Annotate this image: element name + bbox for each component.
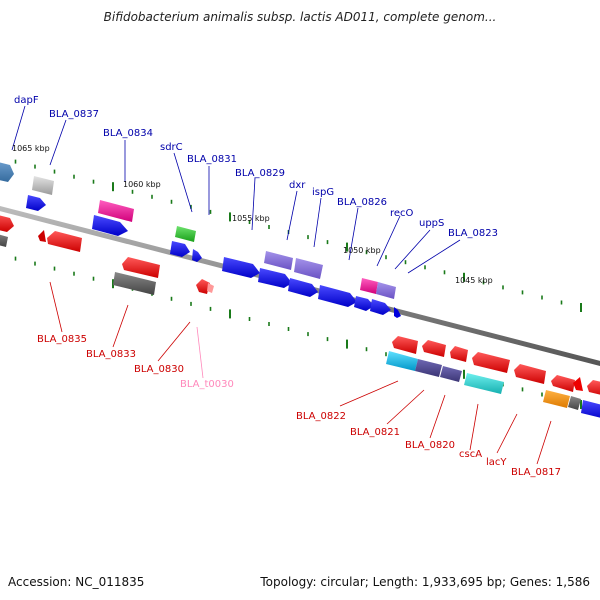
gene-BLA_0831 xyxy=(192,249,202,262)
gene-label: BLA_0831 xyxy=(187,154,237,165)
gene-BLA_0820 xyxy=(440,366,462,382)
gene-label: uppS xyxy=(419,218,444,229)
accession-text: Accession: NC_011835 xyxy=(8,575,145,589)
topology-stats: Topology: circular; Length: 1,933,695 bp… xyxy=(260,575,590,589)
gene-sdrC-lower xyxy=(170,241,190,257)
gene-left-gray xyxy=(0,234,8,247)
gene-label: cscA xyxy=(459,449,482,460)
gene-ispG xyxy=(294,258,323,279)
gene-BLA_0817-gray xyxy=(568,396,581,410)
gene-dxr xyxy=(264,251,293,270)
gene-left-small xyxy=(38,230,46,242)
gene-BLA_0834-upper xyxy=(98,200,134,222)
gene-label: BLA_0829 xyxy=(235,168,285,179)
gene-BLA_0820-upper xyxy=(450,346,468,362)
ruler-label: 1060 kbp xyxy=(123,180,161,189)
gene-BLA_0822-upper xyxy=(392,336,418,354)
gene-BLA_0829 xyxy=(222,257,260,278)
gene-BLA_0821-upper xyxy=(422,340,446,357)
gene-sdrC xyxy=(175,226,196,242)
ruler-labels: 1065 kbp 1060 kbp 1055 kbp 1050 kbp 1045… xyxy=(12,144,493,285)
gene-BLA_0830-tail xyxy=(207,283,214,293)
gene-right-red xyxy=(587,380,600,395)
gene-BLA_0826 xyxy=(318,285,357,307)
gene-label: sdrC xyxy=(160,142,183,153)
gene-left-edge xyxy=(0,215,14,232)
gene-label: BLA_0837 xyxy=(49,109,99,120)
ruler-label: 1050 kbp xyxy=(343,246,381,255)
map-title: Bifidobacterium animalis subsp. lactis A… xyxy=(103,10,497,24)
gene-label: BLA_0823 xyxy=(448,228,498,239)
ruler-label: 1055 kbp xyxy=(232,214,270,223)
gene-BLA_0834 xyxy=(92,215,128,236)
gene-cscA xyxy=(464,373,504,394)
gene-BLA_0817-upper xyxy=(551,375,575,392)
forward-genes xyxy=(0,162,401,318)
gene-BLA_0833-upper xyxy=(122,257,160,278)
callout-lines xyxy=(11,105,552,465)
gene-label: BLA_0830 xyxy=(134,364,184,375)
ruler-label: 1045 kbp xyxy=(455,276,493,285)
gene-right-blue xyxy=(581,400,600,418)
gene-BLA_0817 xyxy=(543,390,570,408)
gene-label: BLA_0822 xyxy=(296,411,346,422)
gene-BLA_0817-arrow xyxy=(573,377,583,391)
gene-BLA_0835 xyxy=(47,231,82,252)
gene-recO-lower xyxy=(354,296,374,311)
reverse-genes xyxy=(0,230,600,418)
gene-ispG-lower xyxy=(288,278,318,297)
gene-dxr-lower xyxy=(258,268,292,288)
gene-uppS xyxy=(376,282,396,299)
gene-BLA_0823-small xyxy=(394,307,401,318)
gene-label: BLA_0820 xyxy=(405,440,455,451)
gene-BLA_0830 xyxy=(196,279,210,294)
gene-labels-top: dapF BLA_0837 BLA_0834 sdrC BLA_0831 BLA… xyxy=(14,95,498,239)
gene-cscA-upper xyxy=(472,352,510,373)
gene-label: dapF xyxy=(14,95,39,106)
gene-label: BLA_0817 xyxy=(511,467,561,478)
gene-BLA_0837 xyxy=(26,195,46,211)
gene-BLA_0822 xyxy=(386,351,418,371)
gene-label: BLA_0835 xyxy=(37,334,87,345)
gene-dapF xyxy=(0,162,14,182)
gene-label: lacY xyxy=(486,457,507,468)
gene-lacY xyxy=(514,364,546,384)
gene-label: BLA_0834 xyxy=(103,128,153,139)
gene-BLA_0833 xyxy=(113,272,156,295)
gene-recO xyxy=(360,278,378,294)
gene-label: BLA_0826 xyxy=(337,197,387,208)
gene-label: recO xyxy=(390,208,414,219)
gene-label: BLA_0833 xyxy=(86,349,136,360)
gene-label: BLA_0821 xyxy=(350,427,400,438)
gene-BLA_0837-upper xyxy=(32,176,54,195)
gene-labels-bottom: BLA_0835 BLA_0833 BLA_0830 BLA_t0030 BLA… xyxy=(37,334,561,478)
gene-BLA_0823 xyxy=(370,299,391,315)
gene-BLA_0821 xyxy=(415,359,442,377)
gene-label-trna: BLA_t0030 xyxy=(180,379,234,390)
gene-label: ispG xyxy=(312,187,334,198)
ruler-label: 1065 kbp xyxy=(12,144,50,153)
gene-label: dxr xyxy=(289,180,306,191)
